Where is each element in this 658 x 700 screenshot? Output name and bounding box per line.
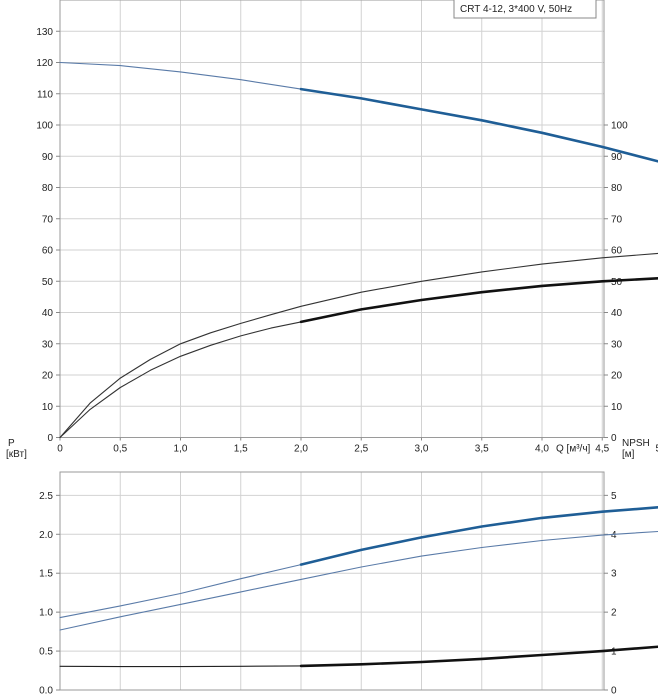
x-tick-label: 3,0 xyxy=(415,444,429,455)
right-tick-label: 10 xyxy=(611,402,623,413)
head-efficiency-panel: 0 10 20 30 40 50 60 70 80 90 100 110 120 130 0 10 20 30 40… xyxy=(36,0,658,455)
right-tick-label: 50 xyxy=(611,277,623,288)
left-axis-unit: [кВт] xyxy=(6,449,27,460)
left-tick-label: 1.5 xyxy=(39,569,53,580)
right-tick-label: 40 xyxy=(611,308,623,319)
series-line-npsh-full-range xyxy=(59,665,302,668)
left-axis-label: P xyxy=(8,438,15,449)
series-line-h xyxy=(299,87,658,163)
left-tick-label: 60 xyxy=(42,246,54,257)
right-tick-label: 30 xyxy=(611,339,623,350)
right-tick-label: 70 xyxy=(611,214,623,225)
left-tick-label: 0.5 xyxy=(39,647,53,658)
series-line-eta-total xyxy=(299,277,658,324)
right-axis-label: NPSH xyxy=(622,438,650,449)
left-tick-label: 80 xyxy=(42,183,54,194)
right-tick-label: 5 xyxy=(611,491,617,502)
series-line-npsh xyxy=(299,645,658,668)
x-tick-label: 2,5 xyxy=(354,444,368,455)
x-tick-label: 2,0 xyxy=(294,444,308,455)
left-tick-label: 10 xyxy=(42,402,54,413)
right-tick-label: 80 xyxy=(611,183,623,194)
right-tick-label: 100 xyxy=(611,121,628,132)
left-tick-label: 110 xyxy=(37,89,53,100)
left-tick-label: 50 xyxy=(42,277,54,288)
series-line-h-full-range xyxy=(59,61,302,90)
left-tick-label: 0.0 xyxy=(39,686,53,697)
left-tick-label: 100 xyxy=(36,121,53,132)
series-line-p2-full-range xyxy=(59,530,658,631)
x-axis-label: Q [м³/ч] xyxy=(556,444,591,455)
right-tick-label: 0 xyxy=(611,686,617,697)
power-npsh-panel: 0.00.51.01.52.02.5012345P[кВт]NPSH[м]P1P… xyxy=(6,438,658,697)
left-tick-label: 130 xyxy=(36,27,53,38)
right-axis-unit: [м] xyxy=(622,449,635,460)
left-tick-label: 120 xyxy=(36,58,53,69)
right-tick-label: 4 xyxy=(611,530,617,541)
left-tick-label: 0 xyxy=(47,433,53,444)
series-line-eta-pump-full-range xyxy=(59,252,658,439)
series-line-p1 xyxy=(299,506,658,566)
left-tick-label: 2.0 xyxy=(39,530,53,541)
x-tick-label: 4,5 xyxy=(595,444,609,455)
series-line-p1-full-range xyxy=(59,564,302,619)
left-tick-label: 1.0 xyxy=(39,608,53,619)
x-tick-label: 3,5 xyxy=(475,444,489,455)
right-tick-label: 1 xyxy=(611,647,617,658)
left-tick-label: 70 xyxy=(42,214,54,225)
left-tick-label: 20 xyxy=(42,371,54,382)
x-tick-label: 5,0 xyxy=(656,444,658,455)
x-tick-label: 0,5 xyxy=(113,444,127,455)
x-tick-label: 1,0 xyxy=(174,444,188,455)
plot-frame xyxy=(59,471,605,691)
series-line-eta-total-full-range xyxy=(59,321,302,439)
x-tick-label: 0 xyxy=(57,444,63,455)
x-tick-label: 4,0 xyxy=(535,444,549,455)
right-tick-label: 3 xyxy=(611,569,617,580)
chart-title-box: CRT 4-12, 3*400 V, 50Hz xyxy=(453,0,597,19)
chart-title: CRT 4-12, 3*400 V, 50Hz xyxy=(460,4,572,15)
right-tick-label: 20 xyxy=(611,371,623,382)
left-tick-label: 90 xyxy=(42,152,54,163)
right-tick-label: 2 xyxy=(611,608,617,619)
x-tick-label: 1,5 xyxy=(234,444,248,455)
right-tick-label: 90 xyxy=(611,152,623,163)
left-tick-label: 30 xyxy=(42,339,54,350)
right-tick-label: 0 xyxy=(611,433,617,444)
left-tick-label: 2.5 xyxy=(39,491,53,502)
right-tick-label: 60 xyxy=(611,246,623,257)
left-tick-label: 40 xyxy=(42,308,54,319)
